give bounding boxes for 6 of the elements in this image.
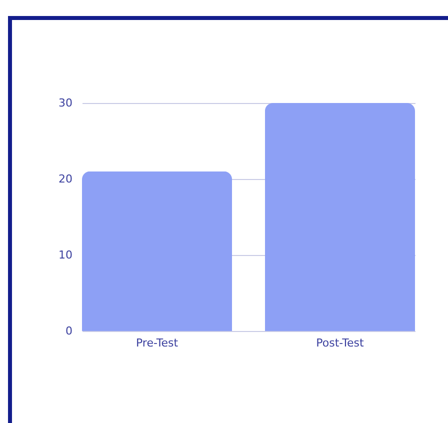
y-tick-label: 30 xyxy=(58,96,72,110)
x-tick-label: Post-Test xyxy=(316,336,364,350)
y-tick-label: 0 xyxy=(66,324,72,338)
y-tick-label: 10 xyxy=(58,248,72,262)
x-tick-label: Pre-Test xyxy=(136,336,179,350)
y-tick-label: 20 xyxy=(58,172,72,186)
